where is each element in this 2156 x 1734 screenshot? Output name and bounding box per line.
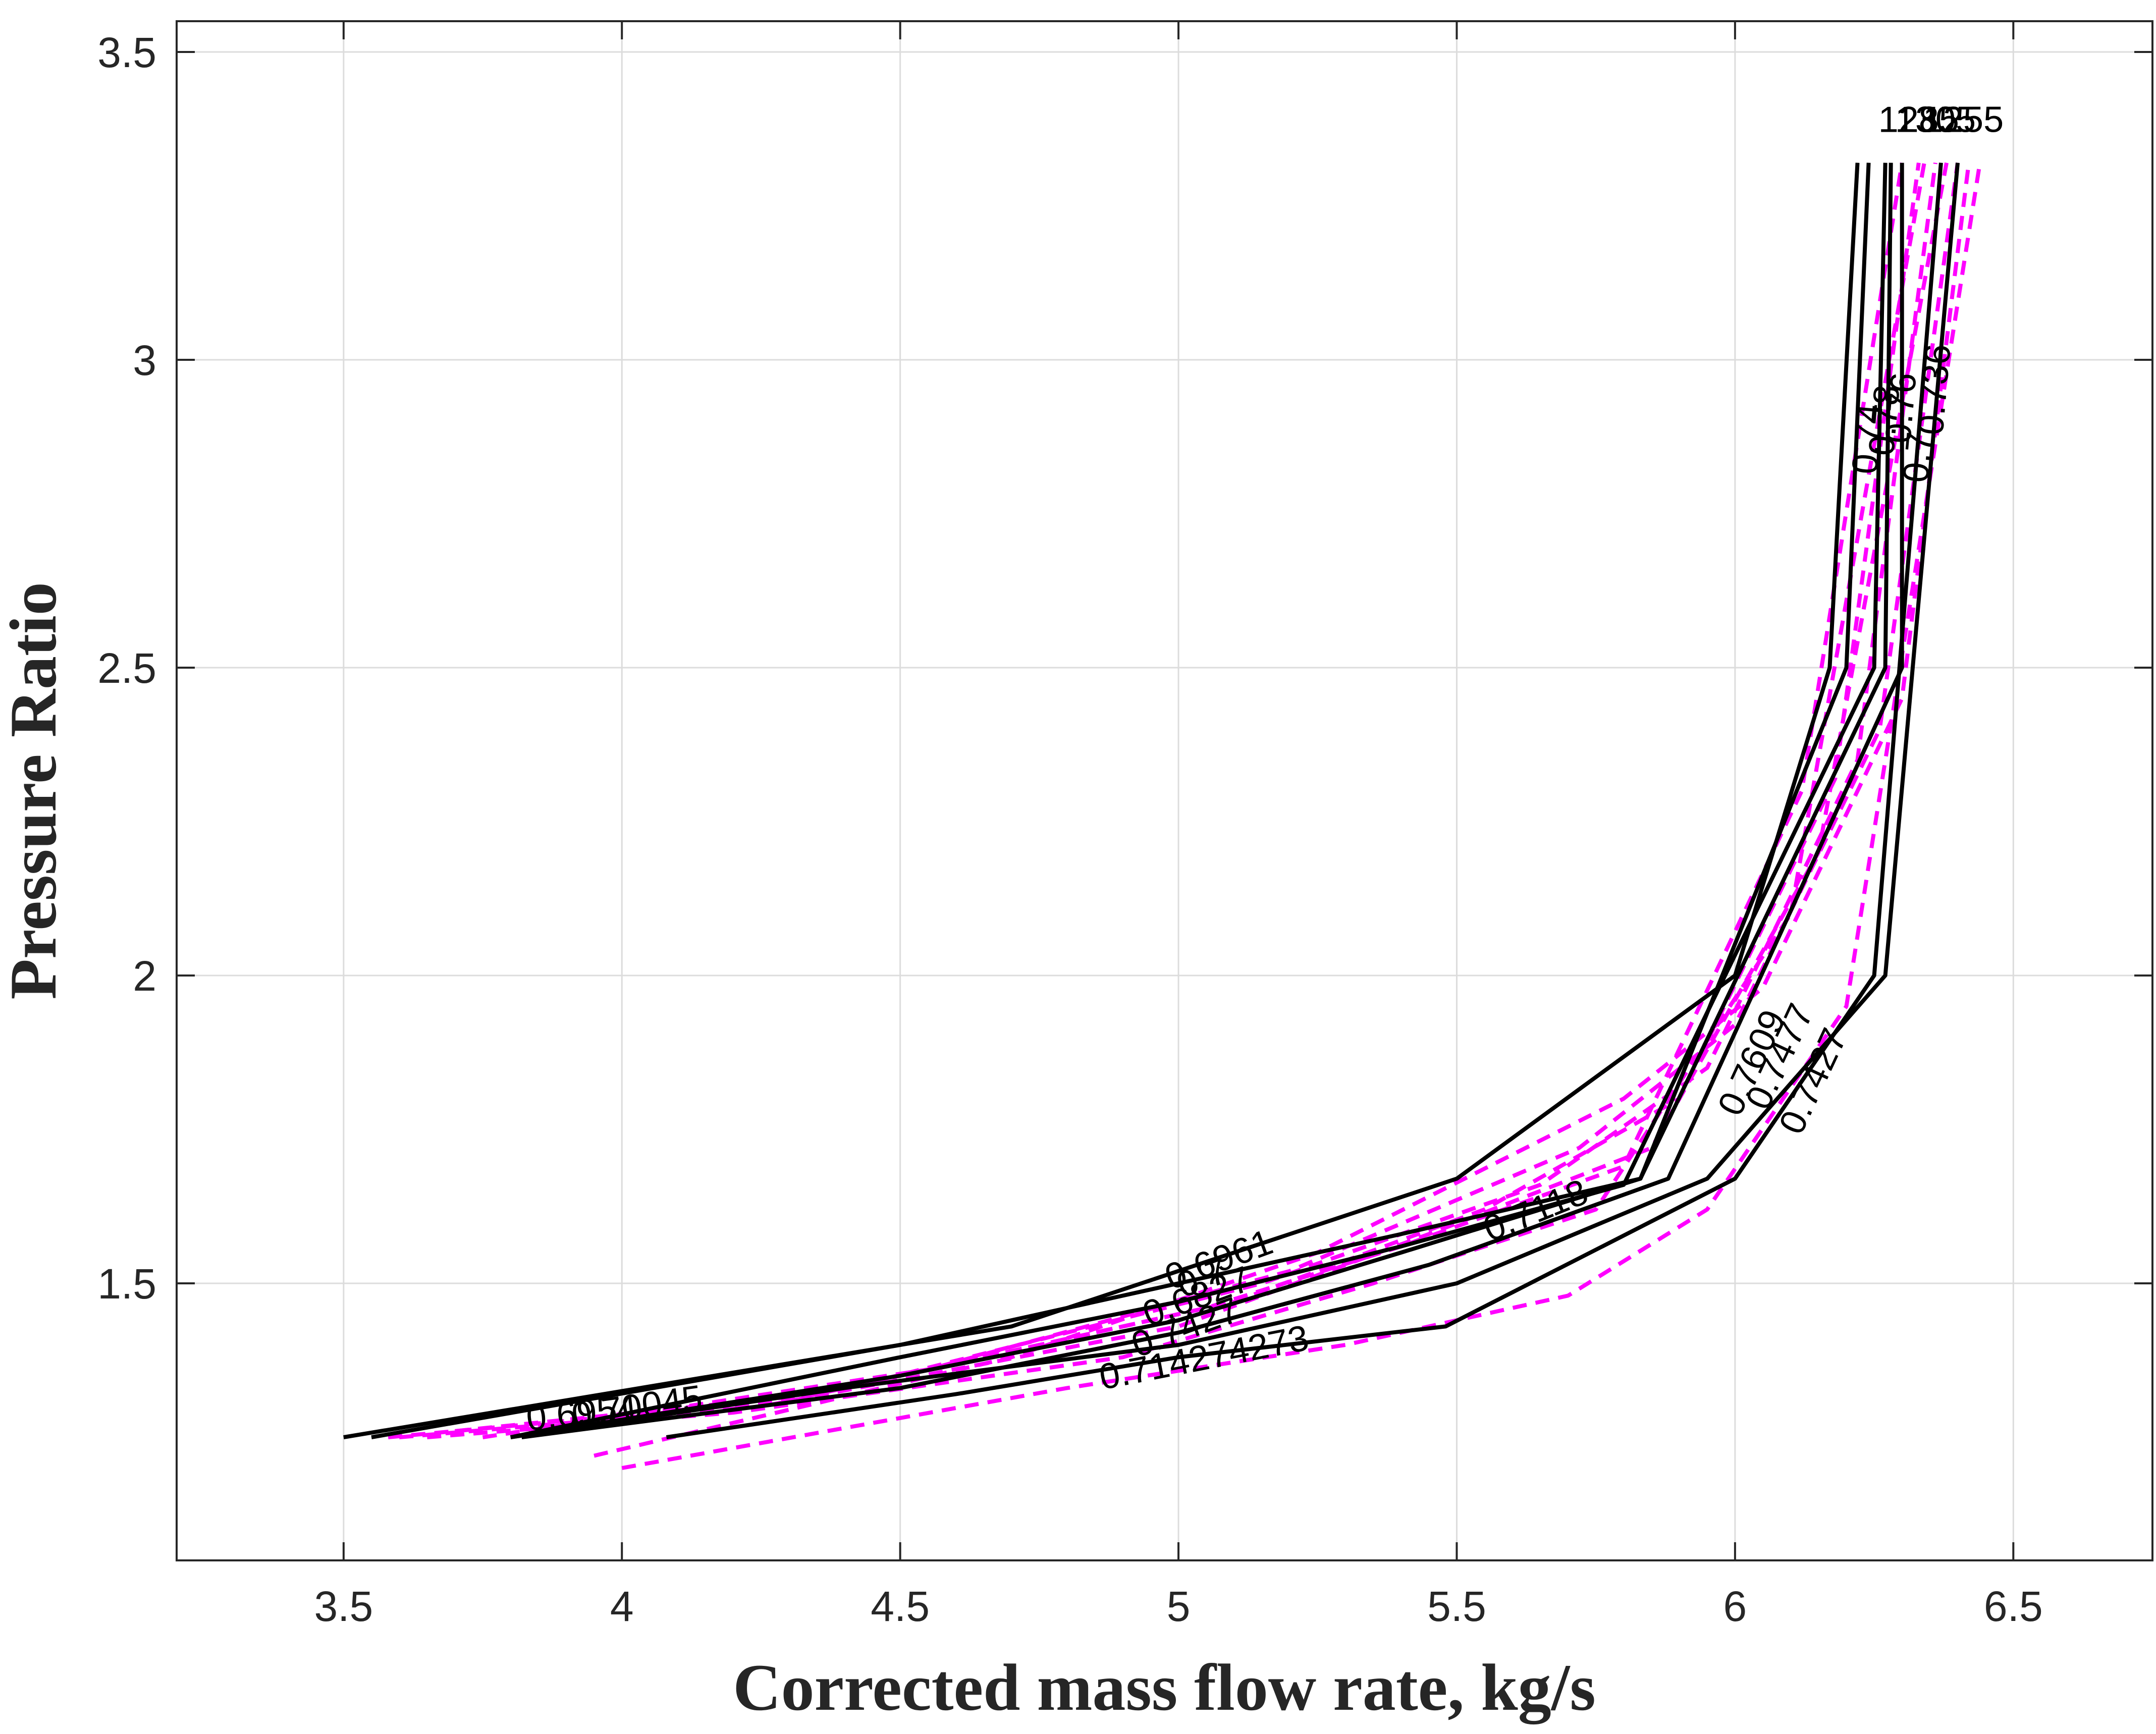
speed-lines — [343, 162, 1960, 1439]
curve-label: 0.74 — [1845, 402, 1891, 476]
efficiency-line-eff-6 — [621, 162, 1982, 1470]
efficiency-line-eff-7 — [426, 162, 1926, 1439]
efficiency-line-eff-5 — [594, 162, 1971, 1458]
y-tick-label: 2.5 — [97, 644, 156, 692]
curve-label: 0.78 — [1861, 384, 1908, 458]
y-tick-label: 3.5 — [97, 29, 156, 76]
speed-line-speed-2 — [371, 162, 1871, 1439]
axes-box — [176, 20, 2153, 1561]
x-tick-label: 6 — [1723, 1583, 1747, 1630]
x-axis-ticks: 3.5 4 4.5 5 5.5 6 6.5 — [314, 21, 2043, 1630]
y-axis-ticks: 1.5 2 2.5 3 3.5 — [97, 29, 2152, 1308]
x-tick-label: 6.5 — [1984, 1583, 2043, 1630]
x-tick-label: 4.5 — [871, 1583, 930, 1630]
curve-label: 1305 — [1895, 100, 1976, 140]
y-axis-title: Pressure Ratio — [0, 582, 70, 999]
y-tick-label: 1.5 — [97, 1260, 156, 1308]
curve-label: 1255 — [1923, 100, 2004, 140]
curve-label: 0.7 — [1896, 430, 1940, 484]
x-tick-label: 4 — [610, 1583, 634, 1630]
efficiency-line-eff-2 — [454, 162, 1921, 1433]
y-tick-label: 3 — [133, 337, 156, 384]
speed-line-speed-3 — [510, 162, 1888, 1439]
speed-line-speed-1 — [343, 162, 1860, 1439]
speed-line-speed-7 — [510, 162, 1960, 1439]
x-tick-label: 5.5 — [1427, 1583, 1486, 1630]
speed-line-speed-4 — [510, 162, 1893, 1439]
x-tick-label: 3.5 — [314, 1583, 373, 1630]
y-tick-label: 2 — [133, 952, 156, 1000]
speed-line-speed-5 — [521, 162, 1904, 1439]
curve-label: 0.736 — [1910, 343, 1958, 437]
curve-labels: 1285130512550.740.780.760.7360.70.76090.… — [524, 100, 2004, 1439]
x-tick-label: 5 — [1167, 1583, 1191, 1630]
speed-line-speed-6 — [666, 162, 1943, 1439]
curve-label: 1285 — [1878, 100, 1959, 140]
curve-label: 0.76 — [1878, 371, 1924, 445]
x-axis-title: Corrected mass flow rate, kg/s — [733, 1650, 1596, 1724]
